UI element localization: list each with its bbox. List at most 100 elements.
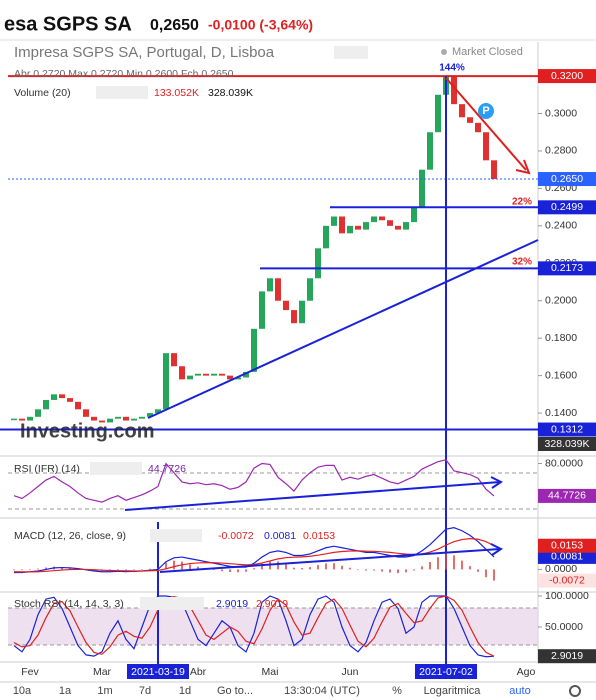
toolbar-item[interactable]: 1a: [59, 685, 72, 697]
histogram-bar: [317, 565, 319, 570]
toolbar-item[interactable]: 10a: [13, 685, 32, 697]
histogram-bar: [397, 569, 399, 574]
candle: [107, 418, 113, 423]
candle: [171, 353, 177, 367]
indicator-line: [13, 595, 495, 658]
icons[interactable]: [334, 46, 368, 59]
y-tick-label: 0.1600: [545, 369, 577, 381]
histogram-bar: [69, 567, 71, 570]
candle: [99, 420, 105, 423]
histogram-bar: [453, 555, 455, 570]
histogram-bar: [229, 569, 231, 573]
histogram-bar: [277, 561, 279, 570]
histogram-bar: [333, 563, 335, 570]
icons[interactable]: [90, 462, 142, 475]
watermark: Investing.com: [20, 420, 154, 442]
x-tick-label: Jun: [342, 666, 359, 678]
histogram-bar: [293, 567, 295, 570]
annotation: 144%: [439, 63, 465, 74]
price-box: [538, 261, 596, 276]
histogram-bar: [29, 569, 31, 570]
x-tick-label: 2021-03-19: [131, 666, 185, 678]
y-tick-label: 0.1400: [545, 407, 577, 419]
candle: [227, 375, 233, 380]
price-box-label: 0.2173: [551, 262, 583, 274]
annotation: 22%: [512, 197, 532, 208]
histogram-bar: [141, 569, 143, 570]
histogram-bar: [37, 568, 39, 570]
trend-line: [124, 481, 501, 511]
candle: [35, 409, 41, 417]
toolbar-item[interactable]: auto: [509, 685, 530, 697]
toolbar-item[interactable]: 7d: [139, 685, 151, 697]
last-price: 0,2650: [150, 17, 199, 34]
toolbar-item[interactable]: 1m: [97, 685, 112, 697]
candle: [307, 278, 313, 301]
histogram-bar: [349, 567, 351, 570]
candle: [419, 169, 425, 208]
candle: [195, 373, 201, 376]
histogram-bar: [341, 565, 343, 570]
ohlc-legend: Abr 0.2720 Max 0.2720 Min 0.2600 Fch 0.2…: [14, 68, 234, 80]
x-highlight: [127, 664, 189, 679]
x-tick-label: Mai: [262, 666, 279, 678]
x-tick-label: Ago: [517, 666, 536, 678]
annotation: 32%: [512, 257, 532, 268]
arrow-head: [490, 543, 503, 556]
event-marker-label[interactable]: P: [482, 105, 489, 117]
y-tick-label: 80.0000: [545, 457, 583, 469]
candle: [139, 416, 145, 419]
macd-value: 0.0081: [264, 530, 296, 542]
volume-box: [538, 437, 596, 451]
histogram-bar: [493, 569, 495, 581]
trend-line: [147, 239, 539, 419]
icons[interactable]: [96, 86, 148, 99]
histogram-bar: [309, 567, 311, 570]
histogram-bar: [133, 569, 135, 570]
trend-line: [445, 77, 527, 171]
toolbar-item: 13:30:04 (UTC): [284, 685, 360, 697]
toolbar: 10a 1a 1m 7d 1d Go to... 13:30:04 (UTC)% Logari…: [13, 685, 581, 697]
histogram-bar: [261, 563, 263, 570]
settings-icon[interactable]: [569, 685, 581, 697]
histogram-bar: [21, 569, 23, 571]
stoch-d-value: 2.9019: [256, 598, 288, 610]
histogram-bar: [477, 569, 479, 572]
candle: [147, 413, 153, 417]
toolbar-item[interactable]: Go to...: [217, 685, 253, 697]
candle: [403, 222, 409, 230]
candle: [315, 248, 321, 279]
histogram-bar: [189, 564, 191, 570]
histogram-bar: [301, 568, 303, 570]
y-tick-label: 0.0000: [545, 563, 577, 575]
candle: [163, 353, 169, 410]
icons[interactable]: [140, 597, 204, 610]
value-box: [538, 549, 596, 564]
candle: [203, 373, 209, 376]
volume-value: 133.052K: [154, 87, 199, 99]
volume-box-label: 328.039K: [545, 438, 590, 450]
candle: [475, 122, 481, 133]
histogram-bar: [45, 567, 47, 570]
candle: [347, 225, 353, 234]
toolbar-item[interactable]: %: [392, 685, 402, 697]
histogram-bar: [221, 569, 223, 572]
histogram-bar: [325, 563, 327, 570]
event-marker[interactable]: [478, 103, 494, 119]
price-box: [538, 172, 596, 187]
histogram-bar: [421, 566, 423, 570]
indicator-line: [13, 459, 495, 503]
candle: [299, 300, 305, 324]
candle: [467, 117, 473, 123]
icons[interactable]: [150, 529, 202, 542]
candle: [395, 225, 401, 230]
candle: [11, 418, 17, 421]
candle: [355, 225, 361, 230]
value-box-label: 0.0081: [551, 551, 583, 563]
toolbar-item[interactable]: Logaritmica: [424, 685, 482, 697]
histogram-bar: [381, 569, 383, 572]
x-tick-label: Abr: [190, 666, 207, 678]
candle: [51, 394, 57, 400]
toolbar-item[interactable]: 1d: [179, 685, 191, 697]
